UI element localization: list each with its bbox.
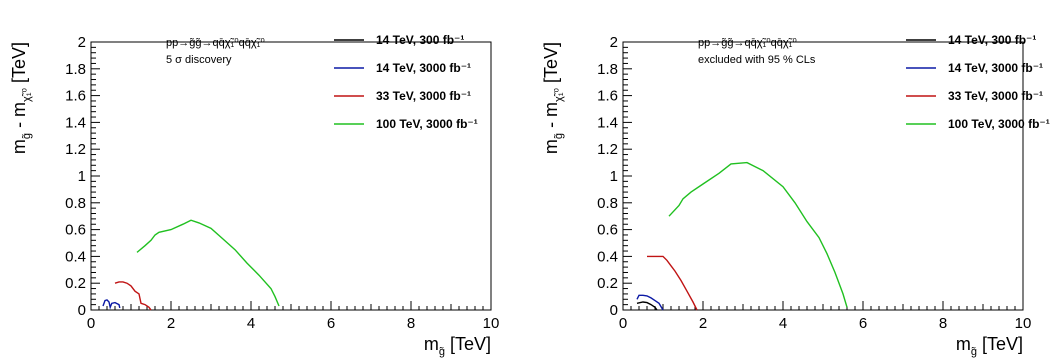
x-tick-label: 0 bbox=[619, 315, 627, 332]
y-axis-title-sub2: χ̃₁⁰ bbox=[21, 87, 33, 101]
y-tick-label: 1.6 bbox=[597, 88, 618, 105]
y-tick-label: 0.6 bbox=[597, 222, 618, 239]
y-axis-title-unit: [TeV] bbox=[541, 42, 561, 88]
series-line-3 bbox=[647, 255, 698, 311]
x-tick-label: 4 bbox=[247, 315, 255, 332]
legend-label: 33 TeV, 3000 fb⁻¹ bbox=[948, 89, 1043, 103]
series-line-4 bbox=[136, 219, 280, 307]
process-label: pp→g̃g̃→qq̄χ̃₁⁰qq̄χ̃₁⁰ bbox=[166, 37, 265, 49]
y-axis-title-sub1: g̃ bbox=[21, 133, 33, 139]
y-tick-label: 1 bbox=[610, 168, 618, 185]
y-tick-label: 2 bbox=[610, 34, 618, 51]
y-axis-title-main: m bbox=[541, 139, 561, 154]
y-tick-label: 2 bbox=[78, 34, 86, 51]
y-tick-label: 1.4 bbox=[597, 114, 618, 131]
y-tick-label: 1.8 bbox=[65, 61, 86, 78]
legend-label: 100 TeV, 3000 fb⁻¹ bbox=[948, 117, 1050, 131]
y-tick-label: 0 bbox=[610, 302, 618, 319]
x-tick-label: 10 bbox=[1015, 315, 1032, 332]
series-line-4 bbox=[668, 161, 848, 308]
x-tick-label: 6 bbox=[327, 315, 335, 332]
y-tick-label: 1 bbox=[78, 168, 86, 185]
x-axis-title: mg̃ [TeV] bbox=[956, 334, 1023, 358]
y-tick-label: 1.8 bbox=[597, 61, 618, 78]
y-tick-label: 0.2 bbox=[65, 275, 86, 292]
y-tick-label: 1.2 bbox=[597, 141, 618, 158]
analysis-note: 5 σ discovery bbox=[166, 54, 232, 66]
x-tick-label: 8 bbox=[939, 315, 947, 332]
x-axis-title-main: m bbox=[424, 334, 439, 354]
legend-label: 33 TeV, 3000 fb⁻¹ bbox=[376, 89, 471, 103]
x-tick-label: 2 bbox=[699, 315, 707, 332]
series-line-1 bbox=[636, 301, 658, 311]
series-line-2 bbox=[636, 294, 664, 311]
x-axis-title-sub: g̃ bbox=[439, 346, 445, 358]
legend-label: 100 TeV, 3000 fb⁻¹ bbox=[376, 117, 478, 131]
plot-frame bbox=[90, 41, 492, 311]
x-tick-label: 2 bbox=[167, 315, 175, 332]
x-axis-title: mg̃ [TeV] bbox=[424, 334, 491, 358]
y-axis-title-sub1: g̃ bbox=[553, 133, 565, 139]
x-axis-title-main: m bbox=[956, 334, 971, 354]
series-line-3 bbox=[114, 281, 152, 311]
x-axis-title-unit: [TeV] bbox=[977, 334, 1023, 354]
x-axis-title-unit: [TeV] bbox=[445, 334, 491, 354]
right-chart-panel: 0 2 4 6 8 10 0 0.2 0.4 0.6 0.8 1 1.2 1.4 1.6 1.8 2 mg̃ [T… bbox=[532, 0, 1063, 358]
x-tick-label: 4 bbox=[779, 315, 787, 332]
y-tick-label: 0.4 bbox=[597, 248, 618, 265]
x-axis-title-sub: g̃ bbox=[971, 346, 977, 358]
legend-label: 14 TeV, 300 fb⁻¹ bbox=[948, 33, 1036, 47]
series-line-2 bbox=[102, 299, 121, 310]
x-tick-label: 6 bbox=[859, 315, 867, 332]
x-tick-label: 0 bbox=[87, 315, 95, 332]
y-tick-label: 0.8 bbox=[65, 195, 86, 212]
x-tick-label: 8 bbox=[407, 315, 415, 332]
legend-label: 14 TeV, 3000 fb⁻¹ bbox=[376, 61, 471, 75]
y-axis-title: mg̃ - mχ̃₁⁰ [TeV] bbox=[9, 42, 33, 154]
left-chart-panel: 0 2 4 6 8 10 0 0.2 0.4 0.6 0.8 1 1.2 1.4 1.6 1.8 2 mg̃ [T… bbox=[0, 0, 531, 358]
y-tick-label: 0.4 bbox=[65, 248, 86, 265]
y-axis-title-mid: - m bbox=[9, 102, 29, 133]
y-tick-label: 0 bbox=[78, 302, 86, 319]
legend-label: 14 TeV, 300 fb⁻¹ bbox=[376, 33, 464, 47]
y-tick-label: 0.8 bbox=[597, 195, 618, 212]
x-tick-label: 10 bbox=[483, 315, 500, 332]
y-tick-label: 1.4 bbox=[65, 114, 86, 131]
y-tick-label: 1.6 bbox=[65, 88, 86, 105]
y-axis-title-unit: [TeV] bbox=[9, 42, 29, 88]
y-tick-label: 0.2 bbox=[597, 275, 618, 292]
legend-label: 14 TeV, 3000 fb⁻¹ bbox=[948, 61, 1043, 75]
y-tick-label: 1.2 bbox=[65, 141, 86, 158]
y-axis-title-main: m bbox=[9, 139, 29, 154]
plot-frame bbox=[622, 41, 1024, 311]
y-axis-title: mg̃ - mχ̃₁⁰ [TeV] bbox=[541, 42, 565, 154]
process-label: pp→g̃g̃→qq̄χ̃₁⁰qq̄χ̃₁⁰ bbox=[698, 37, 797, 49]
y-axis-title-mid: - m bbox=[541, 102, 561, 133]
y-tick-label: 0.6 bbox=[65, 222, 86, 239]
analysis-note: excluded with 95 % CLs bbox=[698, 54, 816, 66]
y-axis-title-sub2: χ̃₁⁰ bbox=[553, 87, 565, 101]
